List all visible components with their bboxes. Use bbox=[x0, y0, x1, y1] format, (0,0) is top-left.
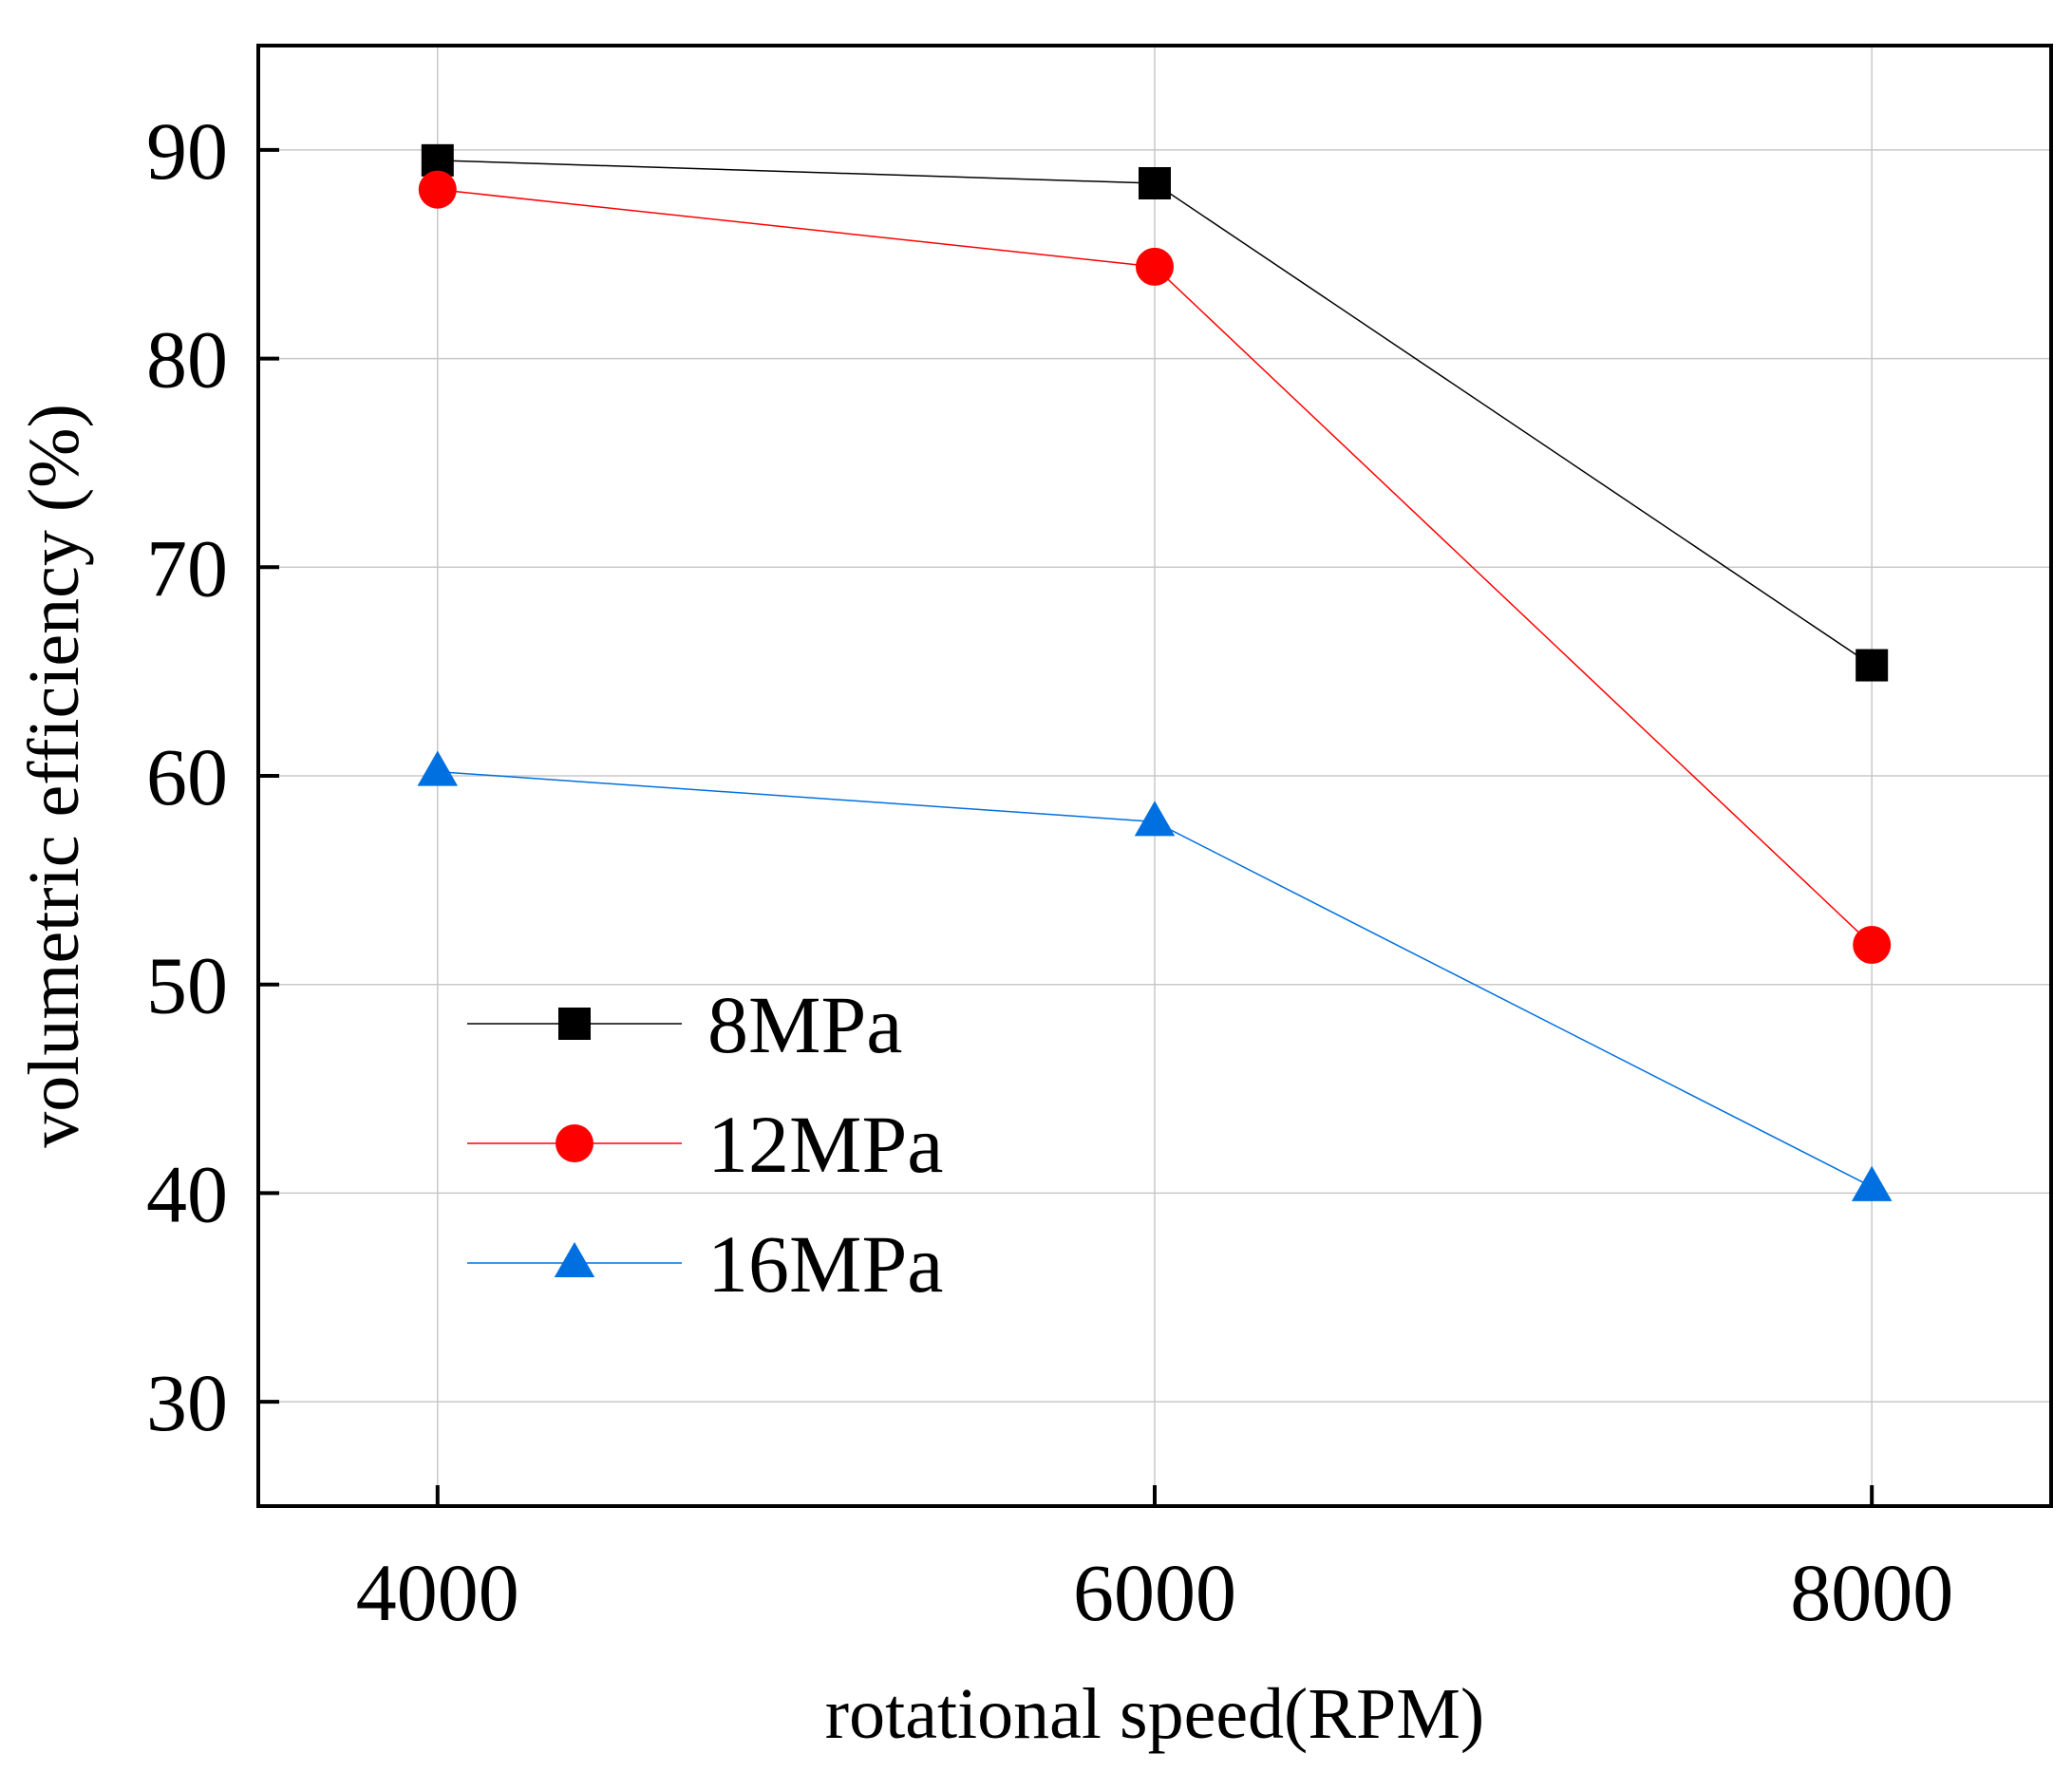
data-point-12MPa bbox=[1136, 247, 1174, 286]
x-tick-labels: 4000 6000 8000 bbox=[356, 1547, 1953, 1638]
x-tick-label: 4000 bbox=[356, 1547, 519, 1638]
legend: 8MPa 12MPa 16MPa bbox=[467, 979, 943, 1310]
y-tick-labels: 30 40 50 60 70 80 90 bbox=[146, 105, 228, 1448]
data-point-8MPa bbox=[1855, 649, 1889, 682]
y-tick-label: 60 bbox=[146, 731, 228, 822]
y-tick-label: 50 bbox=[146, 940, 228, 1031]
y-tick-label: 70 bbox=[146, 522, 228, 613]
y-axis-title: volumetric efficiency (%) bbox=[14, 404, 94, 1148]
grid-lines bbox=[258, 46, 2051, 1506]
series-layer bbox=[417, 143, 1893, 1201]
legend-item-16MPa: 16MPa bbox=[467, 1218, 943, 1310]
x-tick-label: 8000 bbox=[1790, 1547, 1953, 1638]
legend-item-12MPa: 12MPa bbox=[467, 1099, 943, 1190]
legend-item-8MPa: 8MPa bbox=[467, 979, 902, 1070]
series-12MPa bbox=[418, 170, 1892, 964]
data-point-8MPa bbox=[1139, 167, 1171, 200]
legend-label: 16MPa bbox=[707, 1218, 943, 1310]
plot-frame bbox=[256, 44, 2053, 1508]
legend-marker bbox=[556, 1124, 593, 1162]
y-tick-label: 90 bbox=[146, 105, 228, 197]
legend-label: 12MPa bbox=[707, 1099, 943, 1190]
data-point-12MPa bbox=[418, 170, 457, 209]
axis-ticks bbox=[258, 147, 1874, 1506]
data-point-16MPa bbox=[1851, 1165, 1893, 1201]
series-8MPa bbox=[421, 143, 1889, 682]
y-tick-label: 80 bbox=[146, 314, 228, 405]
legend-label: 8MPa bbox=[707, 979, 902, 1070]
y-tick-label: 40 bbox=[146, 1148, 228, 1239]
legend-marker bbox=[554, 1241, 595, 1277]
x-tick-label: 6000 bbox=[1073, 1547, 1236, 1638]
data-point-16MPa bbox=[417, 750, 459, 786]
y-tick-label: 30 bbox=[146, 1357, 228, 1448]
series-16MPa bbox=[417, 750, 1893, 1201]
data-point-16MPa bbox=[1134, 801, 1176, 837]
legend-marker bbox=[558, 1008, 591, 1040]
data-point-12MPa bbox=[1853, 925, 1892, 964]
x-axis-title: rotational speed(RPM) bbox=[825, 1674, 1484, 1754]
